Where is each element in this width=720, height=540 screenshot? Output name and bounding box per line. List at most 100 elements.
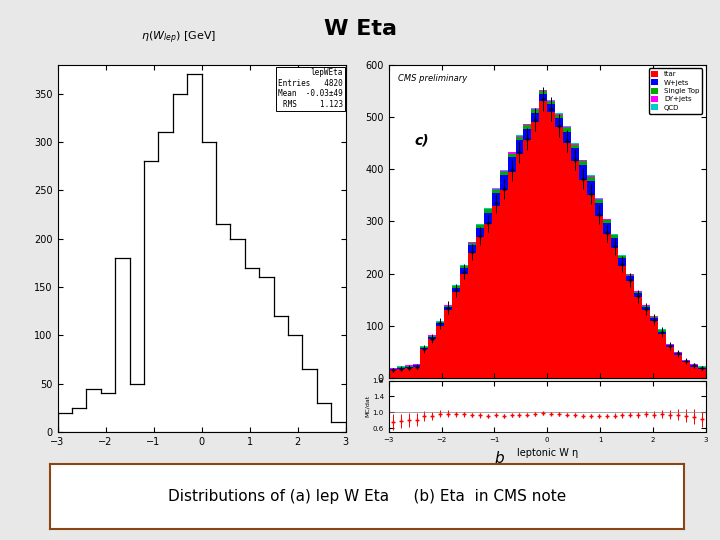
Bar [420, 349, 428, 378]
Bar [420, 348, 428, 349]
Bar [523, 124, 531, 125]
Bar [587, 176, 595, 177]
Bar [492, 193, 500, 206]
Bar [389, 369, 397, 370]
Text: b: b [495, 451, 505, 467]
Bar [516, 140, 523, 153]
Bar [476, 237, 484, 378]
Bar [531, 109, 539, 110]
Bar [468, 243, 476, 245]
Bar [539, 102, 547, 378]
Bar [603, 234, 611, 378]
Bar [658, 332, 666, 334]
Bar [492, 188, 500, 190]
Bar [650, 317, 658, 318]
Bar [587, 195, 595, 378]
Bar [658, 334, 666, 378]
Bar [698, 369, 706, 378]
Bar [611, 235, 618, 238]
Bar [563, 127, 571, 128]
Bar [500, 172, 508, 176]
Bar [460, 274, 468, 378]
Bar [516, 136, 523, 137]
Bar [563, 132, 571, 143]
Bar [413, 366, 420, 367]
Bar [555, 118, 563, 127]
Bar [579, 161, 587, 165]
Bar [413, 367, 420, 378]
Bar [579, 160, 587, 161]
Bar [698, 368, 706, 369]
Bar [650, 321, 658, 378]
Bar [508, 152, 516, 153]
Bar [452, 286, 460, 288]
Bar [634, 293, 642, 297]
Bar [468, 245, 476, 253]
Bar [642, 306, 650, 307]
Bar [531, 113, 539, 122]
Bar [579, 165, 587, 180]
Bar [603, 223, 611, 234]
Bar [674, 354, 682, 378]
Bar [397, 369, 405, 378]
Bar [405, 368, 413, 378]
Bar [690, 367, 698, 378]
Bar [539, 91, 547, 94]
Bar [492, 206, 500, 378]
Bar [405, 367, 413, 368]
Bar [658, 330, 666, 332]
Bar [682, 361, 690, 362]
Bar [500, 171, 508, 172]
Bar [682, 362, 690, 378]
Bar [500, 176, 508, 190]
Bar [523, 140, 531, 378]
Bar [484, 213, 492, 224]
Bar [579, 180, 587, 378]
Bar [492, 190, 500, 193]
Bar [547, 104, 555, 112]
Bar [571, 144, 579, 145]
Bar [547, 112, 555, 378]
Text: c): c) [414, 134, 429, 148]
Bar [389, 370, 397, 378]
Text: a: a [197, 480, 207, 495]
Legend: ttar, W+jets, Single Top, DY+jets, QCD: ttar, W+jets, Single Top, DY+jets, QCD [649, 68, 702, 113]
Bar [539, 94, 547, 102]
Bar [508, 172, 516, 378]
Y-axis label: MC/dat: MC/dat [365, 395, 370, 417]
Bar [428, 339, 436, 378]
Bar [642, 310, 650, 378]
Bar [523, 125, 531, 129]
Bar [650, 318, 658, 321]
Bar [508, 157, 516, 172]
Bar [563, 128, 571, 132]
Bar [587, 177, 595, 181]
Bar [634, 292, 642, 293]
Bar [523, 129, 531, 140]
Bar [555, 114, 563, 115]
Text: lepWEta
Entries   4820
Mean  -0.03±49
RMS     1.123: lepWEta Entries 4820 Mean -0.03±49 RMS 1… [278, 69, 343, 109]
Bar [531, 110, 539, 113]
Bar [555, 127, 563, 378]
Bar [460, 268, 468, 274]
Bar [571, 148, 579, 161]
Bar [595, 203, 603, 216]
X-axis label: leptonic W η: leptonic W η [516, 448, 578, 458]
Bar [626, 276, 634, 281]
Text: Distributions of (a) lep W Eta     (b) Eta  in CMS note: Distributions of (a) lep W Eta (b) Eta i… [168, 489, 567, 504]
Bar [547, 101, 555, 102]
Bar [428, 336, 436, 337]
Bar [436, 322, 444, 323]
Text: $\eta$($W_{lep}$) [GeV]: $\eta$($W_{lep}$) [GeV] [141, 30, 216, 46]
Bar [444, 310, 452, 378]
Bar [516, 137, 523, 140]
Bar [595, 200, 603, 203]
Bar [508, 153, 516, 157]
Bar [563, 143, 571, 378]
Bar [436, 326, 444, 378]
Text: CMS preliminary: CMS preliminary [398, 74, 467, 83]
Bar [555, 115, 563, 118]
Bar [484, 210, 492, 213]
Bar [603, 220, 611, 223]
Bar [618, 266, 626, 378]
